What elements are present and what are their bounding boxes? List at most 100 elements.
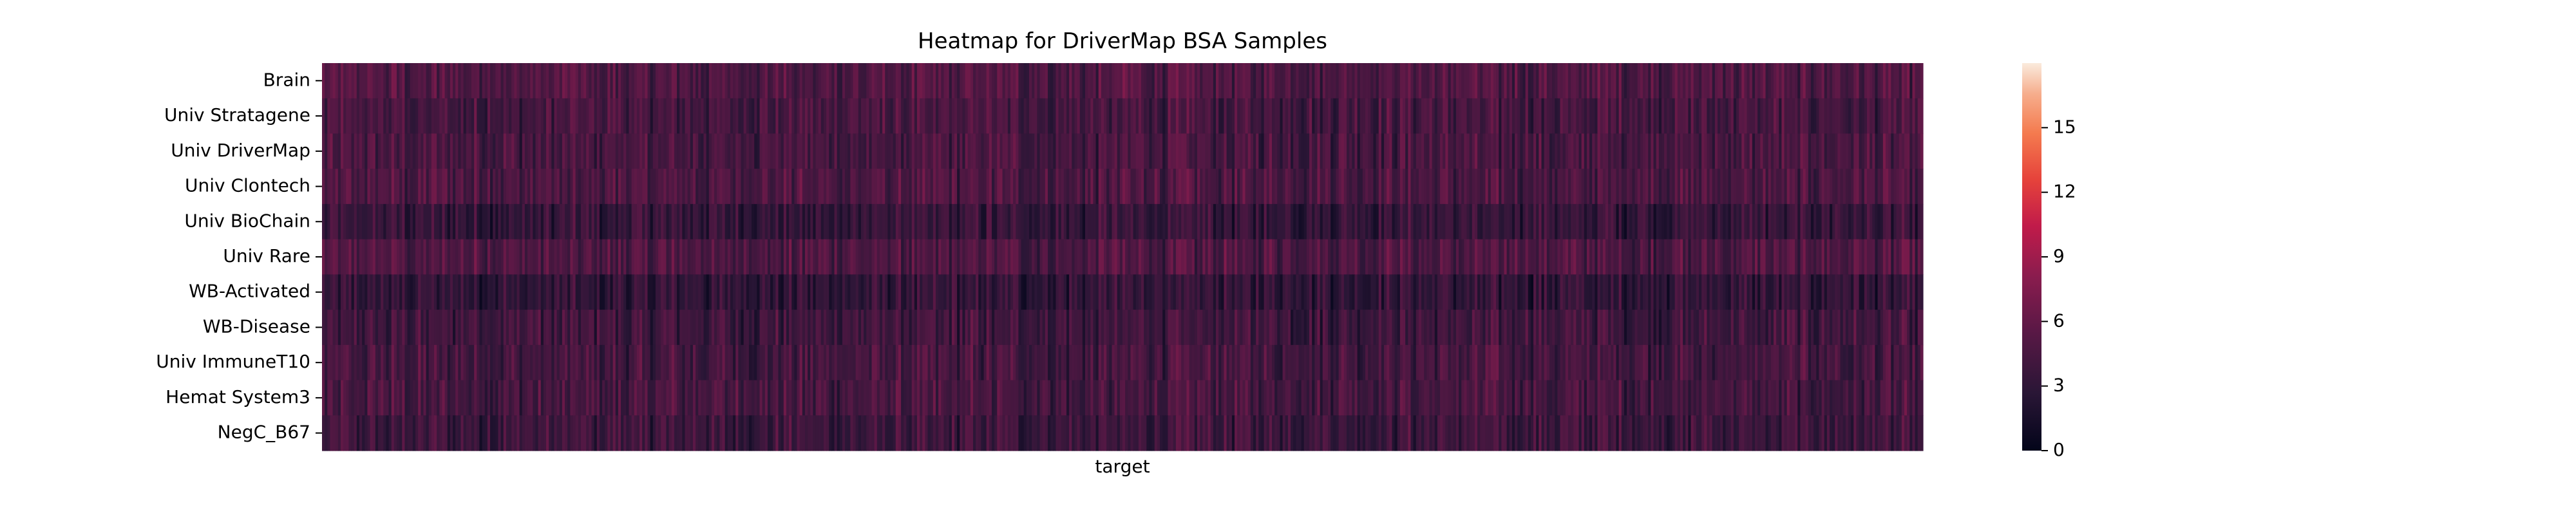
heatmap-cell [1114,98,1118,135]
heatmap-cell [399,63,402,99]
heatmap-cell [575,63,579,99]
heatmap-cell [1877,203,1881,240]
heatmap-cell [666,169,670,205]
heatmap-cell [527,310,531,346]
heatmap-cell [618,274,621,310]
heatmap-cell [839,344,843,381]
heatmap-cell [1421,203,1425,240]
heatmap-cell [1562,239,1566,275]
heatmap-cell [1165,310,1169,346]
heatmap-cell [1658,63,1662,99]
heatmap-cell [1645,63,1649,99]
heatmap-cell [487,169,491,205]
heatmap-cell [636,133,640,169]
heatmap-cell [730,239,734,275]
heatmap-cell [1814,239,1817,275]
heatmap-cell [1885,274,1889,310]
heatmap-cell [1354,63,1358,99]
heatmap-cell [1298,274,1302,310]
heatmap-cell [893,203,896,240]
heatmap-cell [901,98,904,135]
heatmap-cell [1797,63,1801,99]
heatmap-cell [1504,63,1508,99]
heatmap-cell [1224,274,1227,310]
heatmap-cell [447,274,451,310]
heatmap-cell [1733,63,1737,99]
heatmap-cell [708,169,712,205]
heatmap-cell [1653,133,1657,169]
heatmap-cell [1109,133,1113,169]
heatmap-cell [1322,274,1326,310]
heatmap-cell [1891,98,1895,135]
heatmap-cell [1698,274,1702,310]
heatmap-cell [748,344,752,381]
heatmap-cell [1552,133,1555,169]
heatmap-cell [509,344,512,381]
heatmap-cell [1757,98,1761,135]
heatmap-cell [1053,274,1057,310]
heatmap-cell [612,169,616,205]
heatmap-cell [679,203,683,240]
heatmap-cell [981,239,985,275]
heatmap-cell [1384,203,1387,240]
heatmap-cell [1600,310,1604,346]
heatmap-cell [1264,310,1267,346]
heatmap-cell [1696,203,1700,240]
heatmap-cell [1050,274,1054,310]
heatmap-cell [466,98,469,135]
heatmap-cell [1885,310,1889,346]
heatmap-cell [869,98,873,135]
heatmap-cell [1226,169,1230,205]
heatmap-cell [1314,63,1318,99]
heatmap-cell [1773,310,1777,346]
heatmap-cell [1202,133,1206,169]
heatmap-cell [1032,274,1035,310]
heatmap-cell [1899,169,1902,205]
heatmap-cell [1723,98,1726,135]
heatmap-cell [1034,310,1038,346]
heatmap-cell [666,63,670,99]
heatmap-cell [1098,133,1102,169]
heatmap-cell [810,274,813,310]
heatmap-cell [1789,63,1793,99]
heatmap-cell [1154,310,1158,346]
heatmap-cell [372,344,376,381]
heatmap-cell [1725,274,1729,310]
heatmap-cell [696,203,699,240]
heatmap-cell [1680,133,1683,169]
heatmap-cell [1157,203,1160,240]
heatmap-cell [1077,169,1081,205]
heatmap-cell [1098,274,1102,310]
heatmap-cell [500,98,504,135]
heatmap-cell [1352,63,1356,99]
heatmap-cell [666,344,670,381]
heatmap-cell [1306,310,1310,346]
heatmap-cell [1901,169,1905,205]
heatmap-cell [1549,169,1553,205]
heatmap-cell [1282,310,1286,346]
heatmap-cell [535,133,539,169]
heatmap-cell [837,344,840,381]
heatmap-cell [935,203,939,240]
heatmap-cell [1256,98,1259,135]
heatmap-cell [1455,239,1459,275]
heatmap-cell [1216,169,1219,205]
heatmap-cell [1253,239,1256,275]
heatmap-cell [1405,98,1408,135]
heatmap-cell [783,98,787,135]
heatmap-cell [1130,63,1134,99]
heatmap-cell [1642,203,1646,240]
heatmap-cell [1349,169,1352,205]
heatmap-cell [415,133,419,169]
heatmap-cell [1747,63,1750,99]
heatmap-cell [605,203,608,240]
heatmap-cell [1477,310,1481,346]
heatmap-cell [1403,274,1406,310]
heatmap-cell [1539,274,1542,310]
heatmap-cell [365,203,368,240]
heatmap-cell [453,310,456,346]
heatmap-cell [1384,98,1387,135]
heatmap-cell [418,63,421,99]
heatmap-cell [946,98,950,135]
heatmap-cell [1125,239,1128,275]
